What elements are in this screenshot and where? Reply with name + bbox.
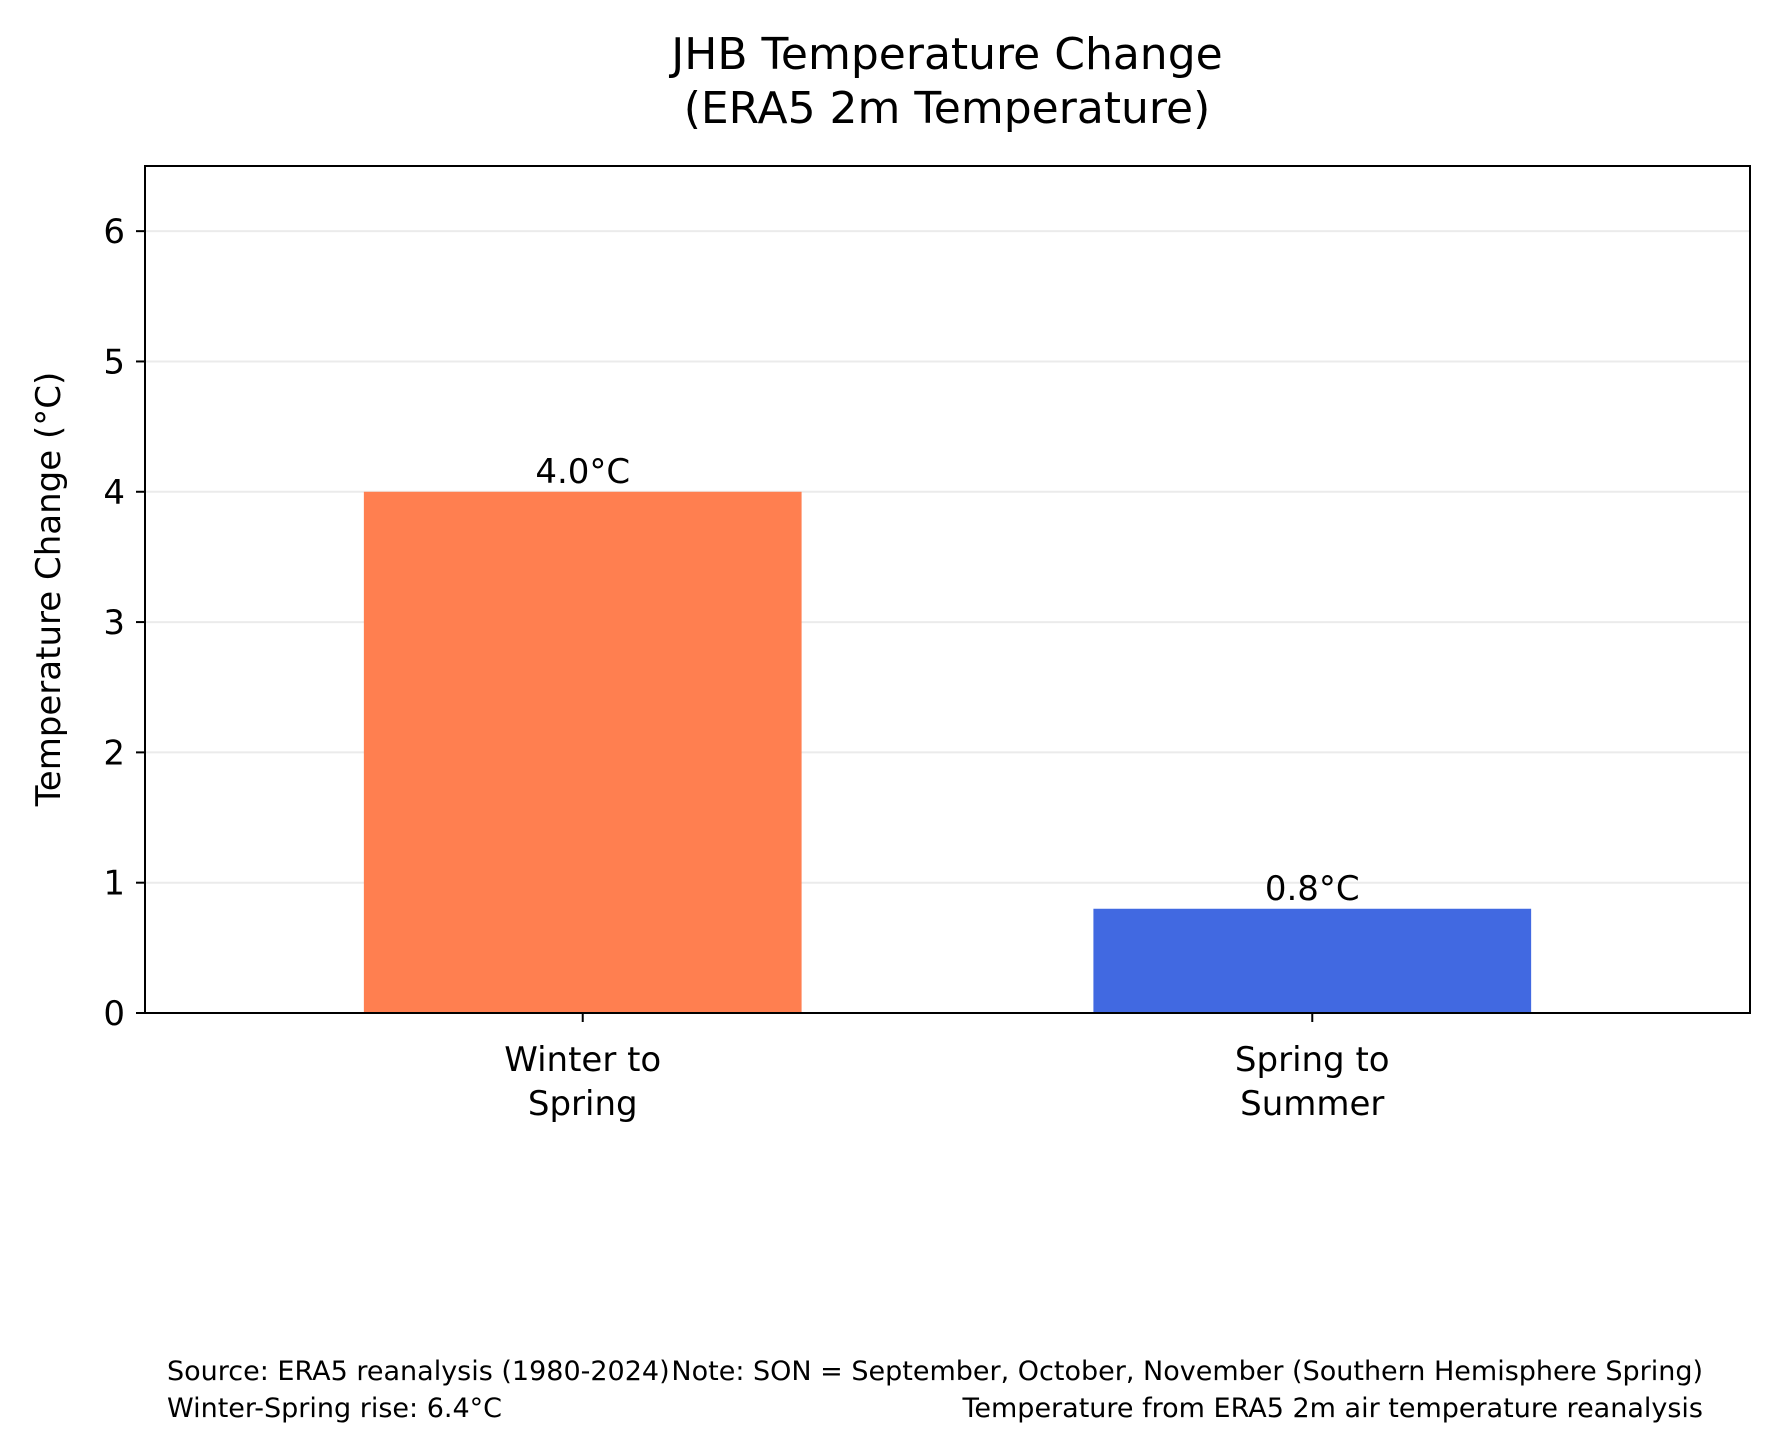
y-tick-label: 4 <box>103 473 125 513</box>
x-tick-label: Winter to <box>504 1040 661 1080</box>
y-tick-label: 0 <box>103 994 125 1034</box>
x-tick-label: Spring to <box>1235 1040 1390 1080</box>
y-tick-label: 5 <box>103 342 125 382</box>
x-tick-label: Summer <box>1240 1084 1384 1124</box>
footnote-note: Note: SON = September, October, November… <box>671 1356 1703 1387</box>
footnotes: Source: ERA5 reanalysis (1980-2024) Wint… <box>167 1356 1703 1424</box>
chart-title-line-1: JHB Temperature Change <box>668 29 1222 80</box>
plot-frame <box>144 165 1751 1014</box>
footnote-rise: Winter-Spring rise: 6.4°C <box>167 1393 502 1424</box>
bars <box>363 491 1532 1013</box>
bar-value-label: 0.8°C <box>1265 869 1360 909</box>
chart-title: JHB Temperature Change (ERA5 2m Temperat… <box>668 29 1222 134</box>
y-tick-label: 2 <box>103 733 125 773</box>
bar <box>363 491 802 1013</box>
y-tick-label: 6 <box>103 212 125 252</box>
bar-value-labels: 4.0°C 0.8°C <box>535 452 1359 909</box>
footnote-method: Temperature from ERA5 2m air temperature… <box>961 1393 1703 1424</box>
footnote-source: Source: ERA5 reanalysis (1980-2024) <box>167 1356 670 1387</box>
x-tick-label: Spring <box>528 1084 638 1124</box>
chart-title-line-2: (ERA5 2m Temperature) <box>684 83 1211 134</box>
y-tick-label: 3 <box>103 603 125 643</box>
bar <box>1093 908 1532 1013</box>
y-axis-ticks: 0 1 2 3 4 5 6 <box>103 212 145 1034</box>
y-axis-label: Temperature Change (°C) <box>29 372 69 807</box>
y-tick-label: 1 <box>103 864 125 904</box>
bar-value-label: 4.0°C <box>535 452 630 492</box>
